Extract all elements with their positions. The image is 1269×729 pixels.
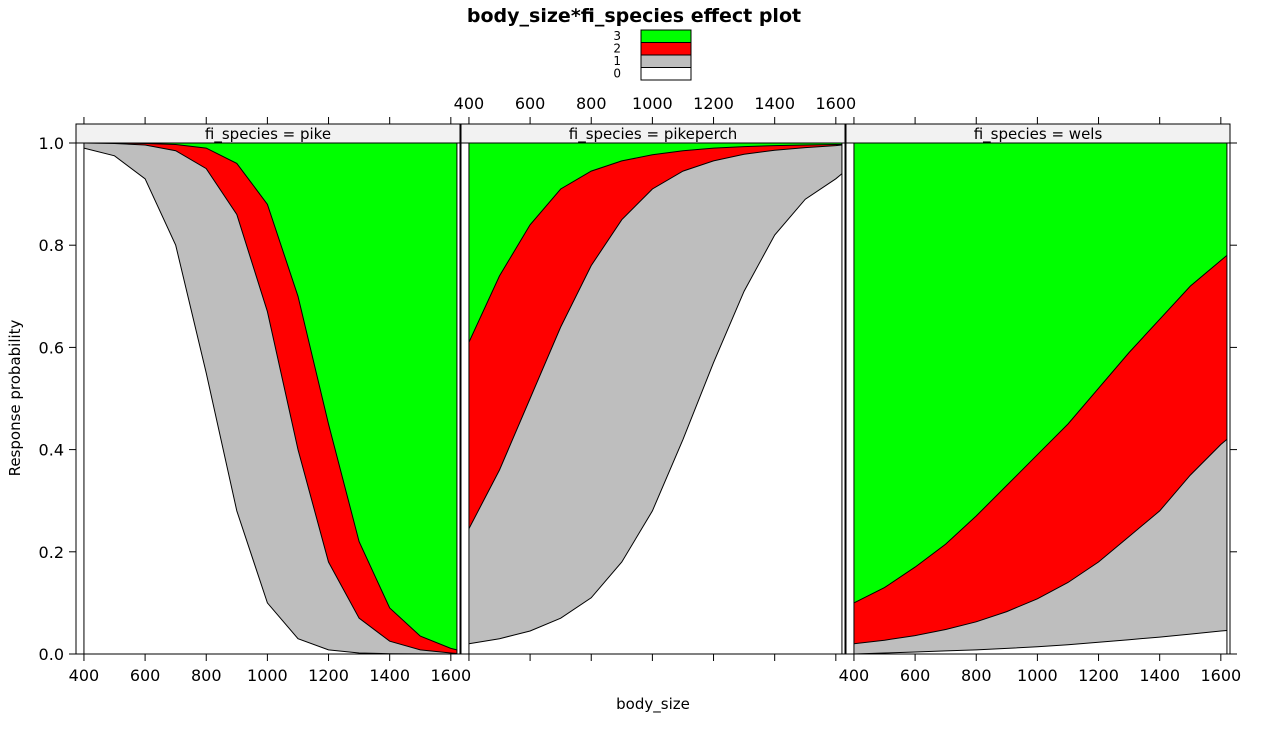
legend-label-3: 3: [613, 29, 621, 43]
x-tick-label-bottom: 1000: [247, 666, 288, 685]
panel-strip-label: fi_species = pike: [205, 125, 331, 144]
x-tick-label-bottom: 800: [191, 666, 222, 685]
chart-title: body_size*fi_species effect plot: [467, 5, 801, 27]
x-tick-label-bottom: 600: [130, 666, 161, 685]
panel-3: fi_species = wels: [845, 123, 1231, 655]
y-tick-label: 0.6: [39, 338, 64, 357]
x-tick-label-top: 400: [454, 94, 485, 113]
area-category-0: [468, 173, 842, 654]
x-tick-label-bottom: 1000: [1017, 666, 1058, 685]
legend-label-2: 2: [613, 42, 621, 56]
legend-swatch-2: [640, 42, 692, 56]
x-tick-label-bottom: 400: [69, 666, 100, 685]
x-axis-label: body_size: [616, 695, 690, 714]
panel-1: fi_species = pike: [75, 123, 461, 655]
x-tick-label-top: 1400: [754, 94, 795, 113]
legend-swatch-1: [640, 54, 692, 68]
x-tick-label-bottom: 1400: [1139, 666, 1180, 685]
x-tick-label-top: 1000: [632, 94, 673, 113]
area-category-3: [468, 143, 842, 343]
legend-label-1: 1: [613, 54, 621, 68]
y-axis-label: Response probability: [6, 319, 24, 476]
x-tick-label-bottom: 600: [900, 666, 931, 685]
panel-2: fi_species = pikeperch: [460, 123, 846, 655]
area-category-1: [468, 145, 842, 644]
x-tick-label-top: 1600: [815, 94, 856, 113]
legend-swatch-3: [640, 29, 692, 43]
area-category-1: [853, 439, 1227, 654]
panel-strip: [845, 123, 1231, 144]
panel-strip-label: fi_species = wels: [974, 125, 1103, 144]
panel-strip-label: fi_species = pikeperch: [569, 125, 738, 144]
y-tick-label: 0.8: [39, 236, 64, 255]
x-tick-label-top: 1200: [693, 94, 734, 113]
x-tick-label-bottom: 400: [839, 666, 870, 685]
panel-strip: [460, 123, 846, 144]
x-tick-label-bottom: 800: [961, 666, 992, 685]
x-tick-label-bottom: 1200: [308, 666, 349, 685]
y-tick-label: 1.0: [39, 134, 64, 153]
boundary-line-1: [83, 142, 457, 654]
area-category-1: [83, 143, 457, 654]
x-tick-label-bottom: 1600: [1200, 666, 1241, 685]
panel-strip: [75, 123, 461, 144]
axes: 0.0 0.2 0.4 0.6 0.8 1.0 400 600 800 1000 1200 1400 1…: [39, 94, 1242, 685]
y-tick-label: 0.0: [39, 645, 64, 664]
area-category-0: [83, 148, 457, 654]
x-tick-label-bottom: 1400: [369, 666, 410, 685]
area-category-2: [83, 143, 457, 654]
area-category-2: [468, 144, 842, 529]
boundary-line-2: [468, 144, 842, 343]
boundary-line-1: [853, 439, 1228, 645]
area-category-2: [853, 255, 1227, 644]
boundary-line-2: [83, 142, 458, 651]
boundary-line-0: [468, 173, 843, 645]
legend-label-0: 0: [613, 67, 621, 81]
area-category-3: [853, 143, 1227, 603]
boundary-line-1: [468, 144, 842, 530]
x-tick-label-bottom: 1600: [430, 666, 471, 685]
area-category-3: [83, 143, 457, 650]
panels: fi_species = pike fi_species = pikeperch f…: [75, 123, 1231, 655]
boundary-line-2: [853, 255, 1228, 604]
x-tick-label-bottom: 1200: [1078, 666, 1119, 685]
boundary-line-0: [853, 630, 1227, 655]
x-tick-label-top: 600: [515, 94, 546, 113]
legend-swatch-0: [640, 67, 692, 81]
x-tick-label-top: 800: [576, 94, 607, 113]
y-tick-label: 0.2: [39, 543, 64, 562]
y-tick-label: 0.4: [39, 441, 64, 460]
area-category-0: [853, 630, 1227, 654]
